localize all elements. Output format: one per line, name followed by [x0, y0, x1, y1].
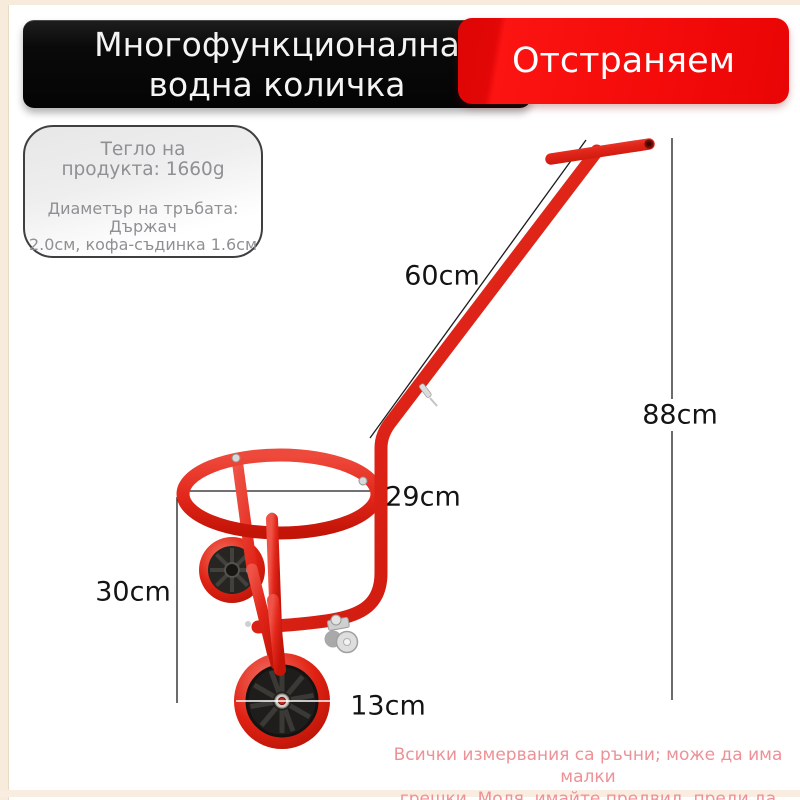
mid-wheel	[199, 537, 265, 603]
disclaimer-line2: грешки. Моля, имайте предвид, преди да з…	[399, 789, 777, 800]
dimension-lines	[176, 138, 673, 703]
caster-bolt	[330, 614, 342, 626]
spec-pipe-line2: 2.0см, кофа-съдинка 1.6см	[28, 235, 258, 254]
photo-edge-bottom	[0, 790, 800, 797]
photo-edge-top	[0, 0, 800, 5]
pole-clamp-pin	[429, 397, 438, 407]
handle-assembly	[251, 138, 655, 634]
spec-bubble: Тегло на продукта: 1660g Диаметър на тръ…	[23, 125, 263, 258]
dimension-label-frame: 30cm	[95, 576, 171, 608]
product-title-line2: водна количка	[148, 64, 406, 104]
pole-clamp	[419, 383, 432, 398]
spec-weight: Тегло на продукта: 1660g	[61, 140, 224, 180]
dimension-label-wheel: 13cm	[350, 690, 426, 722]
base-screw	[245, 621, 251, 627]
handle-grip-bar	[545, 138, 655, 165]
dimension-label-handle: 60cm	[404, 260, 480, 292]
spec-weight-line2: продукта: 1660g	[61, 159, 225, 180]
dimension-label-height: 88cm	[638, 399, 722, 431]
front-fork-overlay	[267, 594, 286, 676]
mid-wheel-hub	[224, 562, 240, 578]
caster-hub	[343, 638, 351, 646]
grip-open-end-inner	[646, 141, 652, 147]
handle-pole	[251, 144, 604, 634]
caster-wheel	[324, 614, 359, 654]
dimension-label-ring: 29cm	[385, 481, 461, 513]
spec-pipe-line1: Диаметър на тръбата: Държач	[47, 199, 239, 236]
disclaimer-line1: Всички измервания са ръчни; може да има …	[393, 745, 783, 787]
spec-pipe-diameter: Диаметър на тръбата: Държач 2.0см, кофа-…	[25, 200, 261, 254]
product-title-line1: Многофункционална	[94, 24, 460, 64]
removable-badge: Отстраняем	[458, 18, 789, 104]
spec-weight-line1: Тегло на	[100, 139, 186, 160]
title-banner: Многофункционална водна количка	[23, 20, 531, 108]
removable-badge-label: Отстраняем	[511, 41, 736, 81]
dimension-line-60cm	[369, 139, 587, 439]
measurement-disclaimer: Всички измервания са ръчни; може да има …	[380, 744, 796, 800]
bucket-ring	[176, 448, 384, 540]
photo-edge-left	[0, 0, 9, 800]
